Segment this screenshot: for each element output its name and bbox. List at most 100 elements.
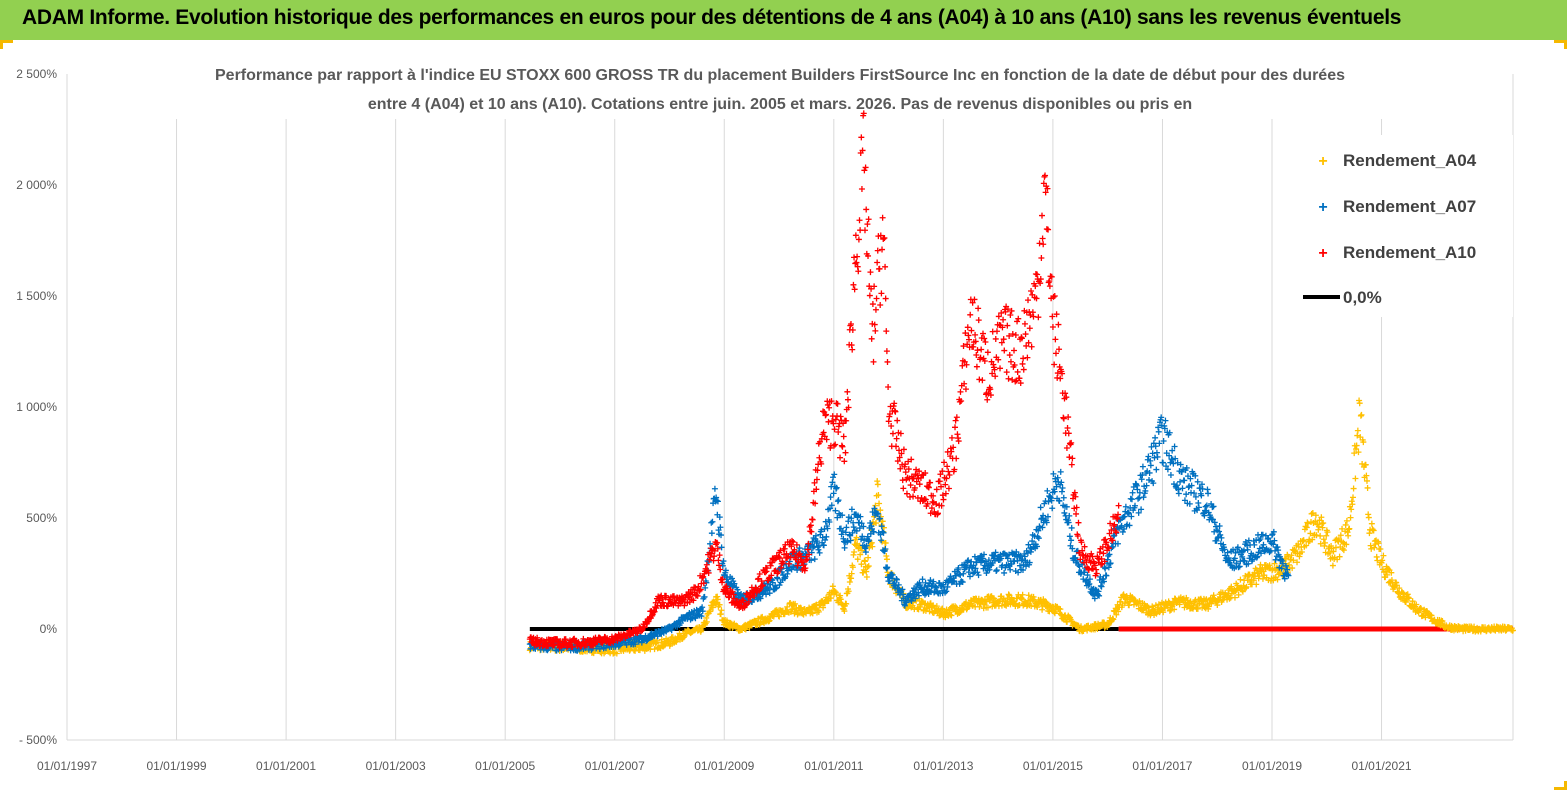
data-point [893, 435, 900, 442]
data-point [1235, 591, 1242, 598]
data-point [1037, 276, 1044, 283]
data-point [858, 536, 865, 543]
data-point [962, 386, 969, 393]
data-point [896, 454, 903, 461]
data-point [1160, 609, 1167, 616]
data-point [663, 592, 670, 599]
data-point [1239, 588, 1246, 595]
data-point [1322, 539, 1329, 546]
data-point [1033, 543, 1040, 550]
data-point [1183, 464, 1190, 471]
data-point [534, 634, 541, 641]
data-point [825, 418, 832, 425]
data-point [1234, 544, 1241, 551]
data-point [856, 217, 863, 224]
data-point [1007, 566, 1014, 573]
data-point [1379, 566, 1386, 573]
data-point [900, 446, 907, 453]
data-point [1351, 450, 1358, 457]
data-point [1051, 488, 1058, 495]
data-point [849, 564, 856, 571]
data-point [1016, 562, 1023, 569]
data-point [1115, 511, 1122, 518]
data-point [1181, 477, 1188, 484]
data-point [1353, 442, 1360, 449]
chart-title-line-1: Performance par rapport à l'indice EU ST… [215, 67, 1345, 84]
data-point [827, 595, 834, 602]
data-point [1012, 332, 1019, 339]
data-point [1209, 516, 1216, 523]
data-point [1025, 541, 1032, 548]
data-point [1167, 459, 1174, 466]
data-point [893, 576, 900, 583]
data-point [1221, 546, 1228, 553]
data-point [707, 608, 714, 615]
data-point [1172, 455, 1179, 462]
data-point [1171, 443, 1178, 450]
data-point [982, 339, 989, 346]
data-point [715, 557, 722, 564]
data-point [1011, 362, 1018, 369]
data-point [973, 351, 980, 358]
data-point [820, 408, 827, 415]
data-point [1008, 307, 1015, 314]
data-point [1060, 494, 1067, 501]
data-point [1177, 461, 1184, 468]
data-point [933, 501, 940, 508]
data-point [1170, 601, 1177, 608]
data-point [1100, 578, 1107, 585]
data-point [1211, 519, 1218, 526]
data-point [951, 466, 958, 473]
data-point [967, 311, 974, 318]
data-point [702, 584, 709, 591]
data-point [1004, 555, 1011, 562]
data-point [1102, 565, 1109, 572]
data-point [853, 259, 860, 266]
data-point [729, 588, 736, 595]
data-point [1019, 591, 1026, 598]
data-point [1042, 172, 1049, 179]
data-point [700, 580, 707, 587]
data-point [1243, 583, 1250, 590]
data-point [1056, 497, 1063, 504]
data-point [856, 525, 863, 532]
data-point [1175, 490, 1182, 497]
data-point [1022, 331, 1029, 338]
data-point [1008, 561, 1015, 568]
data-point [769, 579, 776, 586]
data-point [989, 370, 996, 377]
data-point [870, 529, 877, 536]
data-point [956, 398, 963, 405]
data-point [796, 545, 803, 552]
data-point [807, 522, 814, 529]
data-point [696, 587, 703, 594]
data-point [830, 490, 837, 497]
data-point [1290, 557, 1297, 564]
data-point [948, 448, 955, 455]
data-point [1098, 561, 1104, 568]
data-point [1258, 550, 1265, 557]
data-point [1300, 537, 1307, 544]
data-point [879, 214, 886, 221]
data-point [722, 567, 729, 574]
data-point [1236, 563, 1243, 570]
data-point [613, 650, 620, 657]
data-point [981, 551, 988, 558]
data-point [1035, 314, 1042, 321]
data-point [936, 478, 943, 485]
data-point [717, 524, 724, 531]
data-point [945, 468, 952, 475]
data-point [845, 588, 852, 595]
data-point [1316, 517, 1323, 524]
data-point [897, 430, 904, 437]
legend-label-a07: Rendement_A07 [1343, 197, 1476, 216]
data-point [1323, 532, 1330, 539]
data-point [916, 468, 923, 475]
data-point [859, 547, 866, 554]
data-point [987, 392, 994, 399]
data-point [755, 575, 762, 582]
data-point [878, 523, 885, 530]
data-point [1149, 450, 1156, 457]
data-point [768, 572, 775, 579]
data-point [1072, 493, 1079, 500]
